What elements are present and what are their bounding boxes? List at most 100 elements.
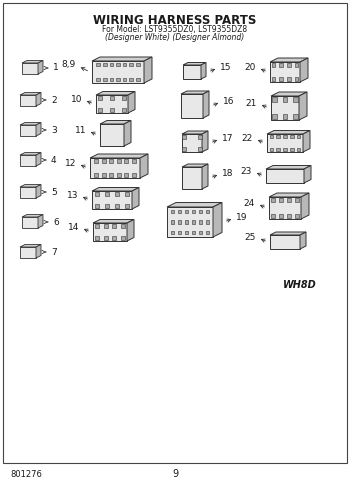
Bar bbox=[182, 147, 186, 151]
Text: 18: 18 bbox=[222, 169, 233, 177]
Polygon shape bbox=[36, 122, 41, 136]
Bar bbox=[199, 220, 202, 224]
Bar bbox=[117, 159, 121, 163]
Bar bbox=[271, 198, 275, 202]
Text: 17: 17 bbox=[222, 134, 233, 142]
Polygon shape bbox=[202, 164, 208, 189]
Polygon shape bbox=[92, 191, 132, 209]
Polygon shape bbox=[20, 92, 41, 95]
Bar bbox=[283, 135, 287, 139]
Polygon shape bbox=[20, 244, 41, 247]
Bar bbox=[112, 224, 116, 227]
Polygon shape bbox=[93, 220, 134, 223]
Bar bbox=[171, 220, 174, 224]
Bar bbox=[206, 209, 209, 213]
Bar bbox=[287, 198, 291, 202]
Text: 10: 10 bbox=[70, 94, 82, 104]
Bar bbox=[110, 108, 114, 112]
Polygon shape bbox=[92, 61, 144, 83]
Bar bbox=[123, 63, 126, 66]
Bar bbox=[283, 114, 287, 119]
Bar bbox=[272, 77, 275, 81]
Polygon shape bbox=[270, 58, 308, 62]
Bar bbox=[110, 96, 114, 100]
Bar bbox=[270, 135, 273, 139]
Polygon shape bbox=[303, 131, 310, 152]
Polygon shape bbox=[100, 124, 124, 146]
Polygon shape bbox=[267, 131, 310, 134]
Bar bbox=[185, 209, 188, 213]
Bar bbox=[287, 63, 290, 67]
Polygon shape bbox=[90, 154, 148, 158]
Text: 4: 4 bbox=[51, 156, 57, 164]
Polygon shape bbox=[36, 92, 41, 106]
Bar bbox=[295, 77, 298, 81]
Bar bbox=[276, 148, 280, 151]
Polygon shape bbox=[140, 154, 148, 178]
Bar bbox=[124, 159, 128, 163]
Text: 1: 1 bbox=[53, 64, 59, 72]
Polygon shape bbox=[202, 131, 208, 152]
Polygon shape bbox=[22, 214, 43, 217]
Bar bbox=[290, 148, 294, 151]
Polygon shape bbox=[299, 92, 307, 120]
Bar bbox=[198, 147, 202, 151]
Text: For Model: LST9355DZ0, LST9355DZ8: For Model: LST9355DZ0, LST9355DZ8 bbox=[103, 25, 247, 34]
Bar bbox=[122, 108, 126, 112]
Bar bbox=[109, 173, 113, 177]
Polygon shape bbox=[181, 94, 203, 118]
Bar bbox=[98, 96, 102, 100]
Bar bbox=[287, 77, 290, 81]
Text: 7: 7 bbox=[51, 247, 57, 257]
Bar bbox=[94, 159, 98, 163]
Text: 5: 5 bbox=[51, 188, 57, 196]
Bar bbox=[116, 78, 120, 82]
Polygon shape bbox=[36, 244, 41, 258]
Polygon shape bbox=[22, 217, 38, 228]
Bar bbox=[270, 148, 273, 151]
Bar bbox=[206, 231, 209, 234]
Bar bbox=[178, 231, 181, 234]
Polygon shape bbox=[269, 197, 301, 219]
Bar bbox=[136, 63, 140, 66]
Text: 25: 25 bbox=[245, 232, 256, 242]
Bar bbox=[95, 204, 99, 208]
Bar bbox=[283, 148, 287, 151]
Bar bbox=[293, 114, 298, 119]
Text: 21: 21 bbox=[246, 99, 257, 107]
Bar bbox=[271, 214, 275, 218]
Bar bbox=[297, 148, 300, 151]
Bar bbox=[198, 135, 202, 139]
Bar bbox=[295, 63, 298, 67]
Polygon shape bbox=[269, 193, 309, 197]
Bar bbox=[95, 236, 99, 240]
Text: 19: 19 bbox=[236, 212, 247, 222]
Bar bbox=[98, 108, 102, 112]
Polygon shape bbox=[127, 220, 134, 241]
Bar bbox=[121, 224, 125, 227]
Bar bbox=[125, 192, 129, 196]
Bar bbox=[124, 173, 128, 177]
Bar bbox=[115, 204, 119, 208]
Bar bbox=[295, 198, 299, 202]
Polygon shape bbox=[20, 185, 41, 187]
Polygon shape bbox=[128, 91, 135, 113]
Text: WH8D: WH8D bbox=[283, 280, 317, 290]
Bar bbox=[115, 192, 119, 196]
Polygon shape bbox=[167, 207, 213, 237]
Bar bbox=[272, 63, 275, 67]
Text: 20: 20 bbox=[245, 63, 256, 71]
Text: 24: 24 bbox=[244, 198, 255, 208]
Bar bbox=[272, 114, 276, 119]
Polygon shape bbox=[20, 153, 41, 155]
Polygon shape bbox=[22, 63, 38, 74]
Bar bbox=[279, 63, 283, 67]
Polygon shape bbox=[124, 121, 131, 146]
Text: 6: 6 bbox=[53, 218, 59, 226]
Bar bbox=[104, 224, 108, 227]
Polygon shape bbox=[132, 188, 139, 209]
Text: (Designer White) (Designer Almond): (Designer White) (Designer Almond) bbox=[105, 33, 245, 42]
Polygon shape bbox=[167, 203, 222, 207]
Bar bbox=[112, 236, 116, 240]
Bar bbox=[123, 78, 126, 82]
